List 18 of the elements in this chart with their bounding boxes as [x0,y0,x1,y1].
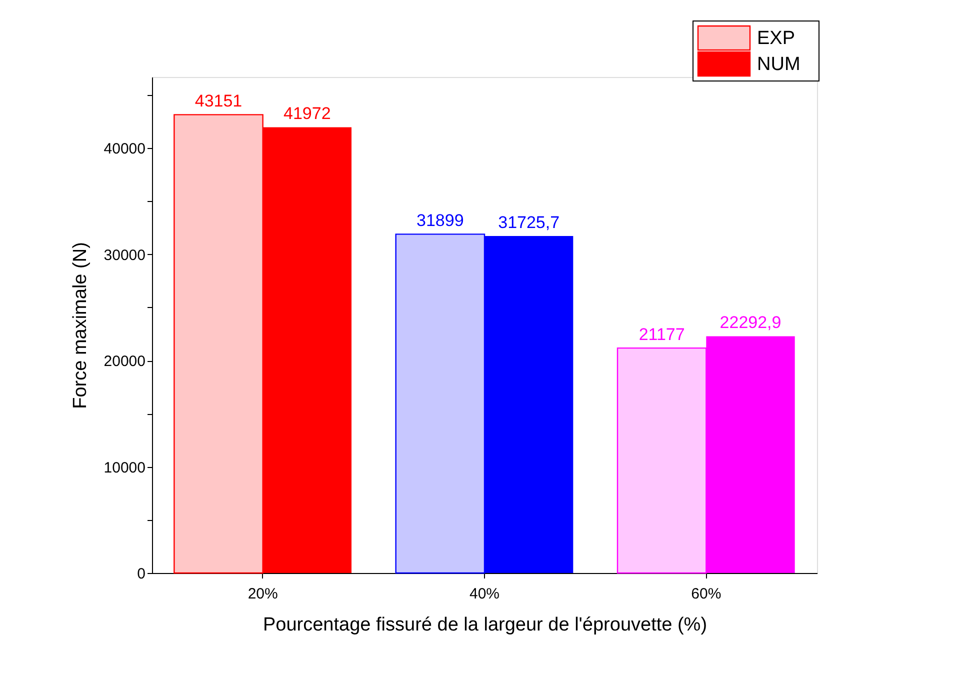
data-label: 41972 [284,104,331,124]
data-label: 22292,9 [720,313,782,332]
x-tick-label: 60% [691,586,722,602]
x-tick-label: 20% [248,586,278,602]
y-tick-label: 40000 [104,140,146,158]
legend-label: EXP [757,28,796,49]
y-tick-label: 0 [137,566,146,582]
data-label: 43151 [194,92,242,111]
y-axis-title: Force maximale (N) [70,242,91,409]
y-tick-label: 10000 [104,459,146,476]
data-label: 21177 [638,325,685,344]
x-axis-title: Pourcentage fissuré de la largeur de l'éprouvette (%) [262,614,708,636]
legend-label: NUM [757,54,800,75]
x-tick-label: 40% [469,586,500,602]
data-label: 31899 [416,211,464,230]
y-tick-label: 30000 [104,246,146,264]
data-label: 31725,7 [498,213,560,232]
y-tick-label: 20000 [104,353,146,370]
